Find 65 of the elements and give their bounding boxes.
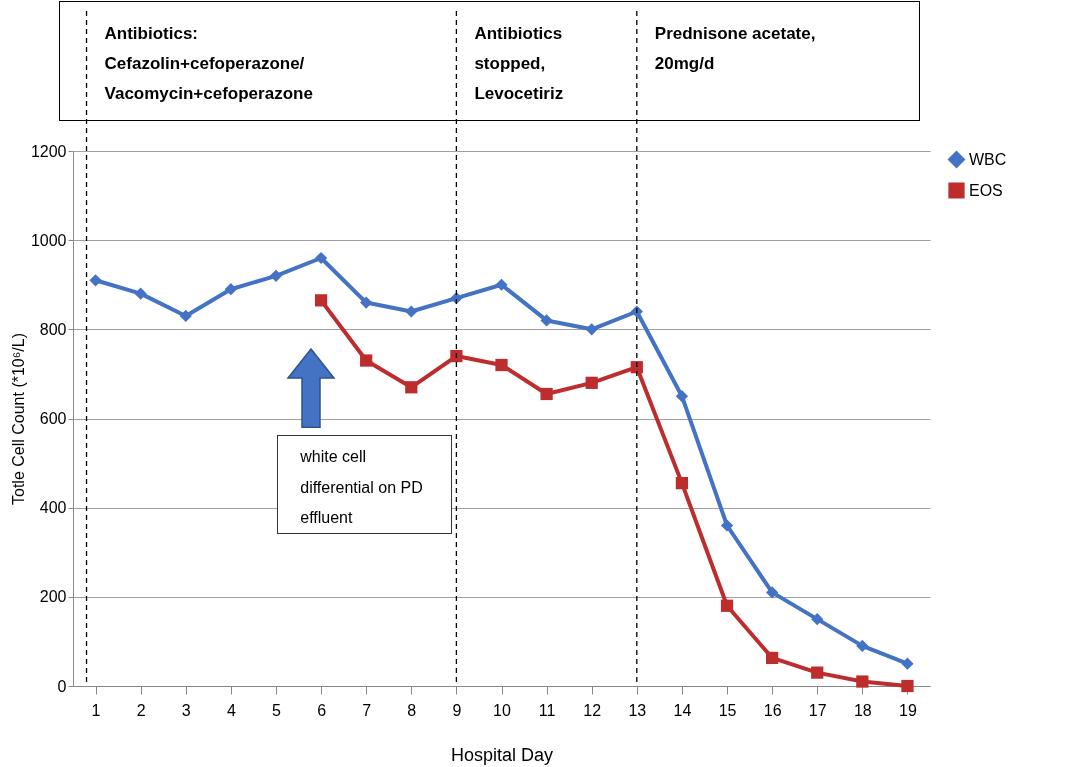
ref-line-label: Antibiotics stopped, Levocetiriz bbox=[474, 24, 564, 103]
point bbox=[585, 323, 598, 336]
y-tick-label: 800 bbox=[39, 320, 67, 338]
x-tick-label: 8 bbox=[407, 701, 417, 719]
point bbox=[314, 251, 328, 265]
point bbox=[540, 314, 553, 327]
point bbox=[405, 381, 418, 394]
x-tick-label: 11 bbox=[538, 701, 556, 719]
point bbox=[360, 354, 373, 367]
point bbox=[811, 666, 824, 679]
point bbox=[269, 269, 283, 282]
x-tick-label: 1 bbox=[91, 701, 101, 719]
y-axis-title: Totle Cell Count (*10⁶/L) bbox=[9, 333, 27, 505]
x-tick-label: 18 bbox=[853, 701, 872, 719]
y-tick-label: 600 bbox=[39, 410, 67, 427]
x-tick-label: 3 bbox=[181, 701, 191, 719]
y-tick-label: 400 bbox=[39, 499, 67, 517]
point bbox=[495, 278, 508, 291]
point bbox=[224, 283, 237, 296]
x-tick-label: 19 bbox=[899, 701, 917, 719]
point bbox=[901, 657, 914, 670]
point bbox=[450, 349, 463, 363]
point bbox=[901, 679, 914, 693]
x-tick-label: 7 bbox=[362, 701, 372, 719]
point bbox=[675, 477, 689, 490]
point bbox=[89, 274, 102, 287]
x-tick-label: 4 bbox=[226, 701, 236, 719]
point bbox=[134, 287, 147, 300]
point bbox=[856, 639, 869, 652]
point bbox=[720, 519, 734, 532]
point bbox=[720, 599, 734, 612]
legend-label: EOS bbox=[969, 181, 1003, 199]
point bbox=[811, 613, 824, 626]
x-tick-label: 15 bbox=[718, 701, 737, 719]
point bbox=[495, 358, 508, 372]
x-tick-label: 17 bbox=[808, 701, 827, 719]
x-tick-label: 6 bbox=[317, 701, 327, 719]
point bbox=[856, 675, 869, 688]
x-tick-label: 16 bbox=[763, 701, 782, 719]
y-tick-label: 0 bbox=[57, 677, 67, 695]
point bbox=[766, 651, 779, 665]
x-tick-label: 5 bbox=[272, 701, 282, 719]
point bbox=[675, 390, 689, 403]
x-tick-label: 12 bbox=[583, 701, 602, 719]
ref-line-label: Prednisone acetate, 20mg/d bbox=[654, 24, 816, 73]
point bbox=[360, 296, 373, 309]
y-tick-label: 1000 bbox=[30, 231, 67, 249]
text-box: white cell differential on PD effluent bbox=[277, 435, 453, 535]
x-tick-label: 9 bbox=[452, 701, 462, 719]
point bbox=[585, 376, 598, 389]
point bbox=[540, 387, 553, 401]
point bbox=[179, 309, 192, 323]
legend-label: WBC bbox=[969, 150, 1007, 168]
y-tick-label: 1200 bbox=[30, 142, 67, 160]
point bbox=[314, 294, 328, 307]
point bbox=[766, 586, 779, 599]
x-tick-label: 14 bbox=[673, 701, 692, 719]
x-tick-label: 10 bbox=[493, 701, 511, 719]
ref-line-label: Antibiotics: Cefazolin+cefoperazone/ Vacomycin+cefoperazone bbox=[104, 24, 313, 103]
x-tick-label: 2 bbox=[136, 701, 146, 719]
point bbox=[405, 305, 418, 318]
x-axis-title: Hospital Day bbox=[450, 744, 554, 765]
point bbox=[630, 361, 643, 374]
x-tick-label: 13 bbox=[628, 701, 647, 719]
y-tick-label: 200 bbox=[39, 588, 67, 606]
